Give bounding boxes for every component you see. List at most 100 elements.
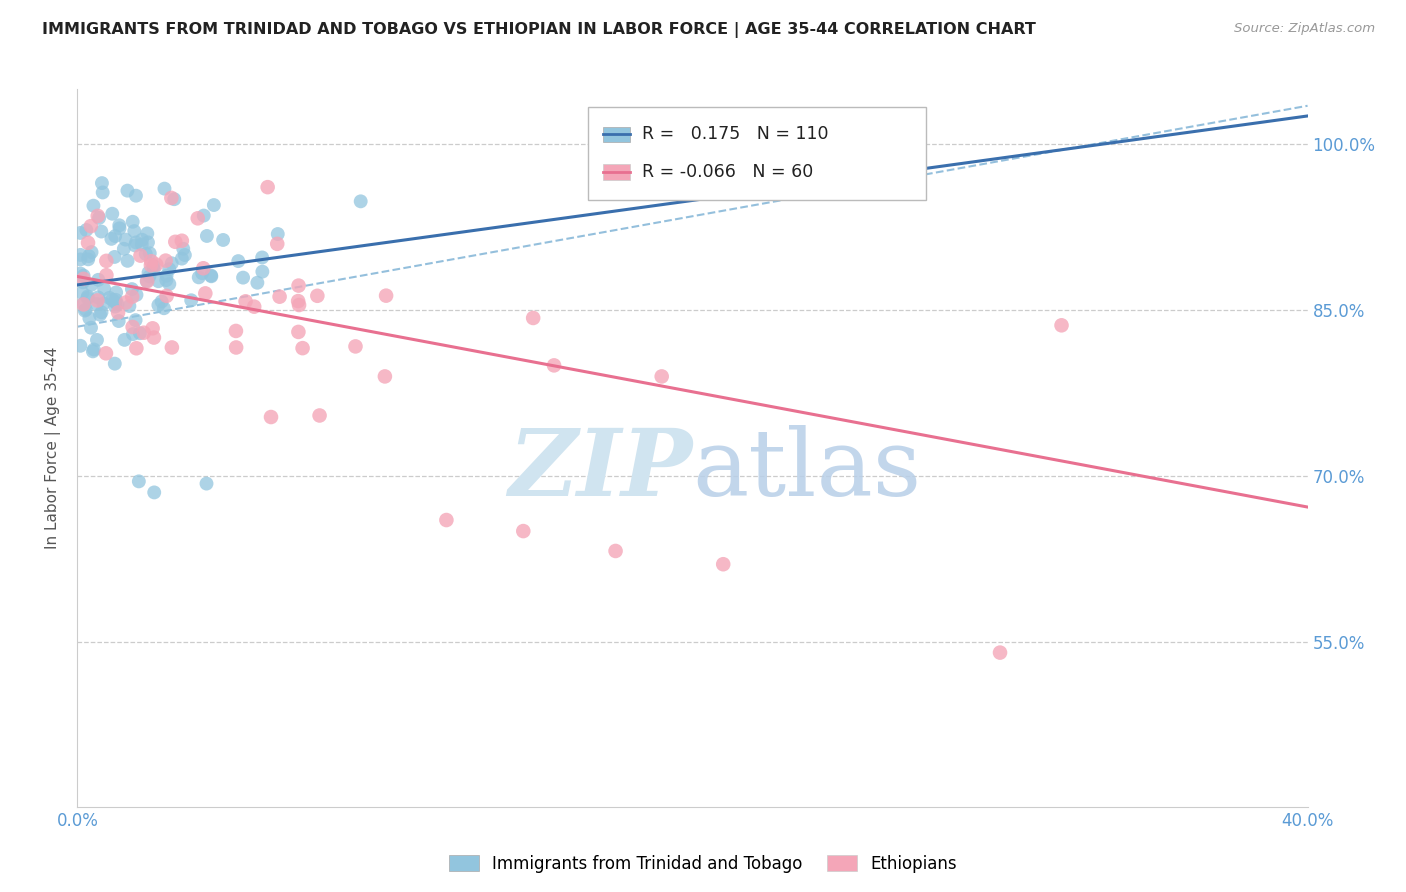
Point	[94, 346, 117, 360]
Point	[115, 295, 138, 310]
Point	[170, 252, 193, 266]
Point	[72, 285, 94, 300]
Point	[287, 294, 309, 309]
Point	[96, 253, 118, 268]
Point	[153, 301, 176, 316]
Point	[72, 296, 94, 310]
Point	[145, 258, 167, 272]
Point	[287, 325, 309, 339]
Point	[131, 237, 153, 252]
Point	[187, 211, 209, 226]
Point	[195, 229, 218, 244]
Point	[266, 236, 288, 251]
Point	[105, 285, 128, 300]
Text: IMMIGRANTS FROM TRINIDAD AND TOBAGO VS ETHIOPIAN IN LABOR FORCE | AGE 35-44 CORR: IMMIGRANTS FROM TRINIDAD AND TOBAGO VS E…	[42, 22, 1036, 38]
Point	[86, 293, 108, 308]
Point	[142, 259, 165, 273]
Point	[375, 288, 398, 302]
Point	[288, 298, 311, 312]
Point	[200, 269, 222, 284]
Point	[675, 137, 697, 152]
Point	[165, 235, 187, 249]
Point	[170, 234, 193, 248]
Point	[124, 238, 146, 252]
Point	[118, 299, 141, 313]
Point	[114, 333, 136, 347]
Point	[96, 268, 118, 283]
Point	[344, 339, 367, 353]
Point	[256, 180, 278, 194]
Point	[226, 254, 249, 268]
Point	[374, 369, 396, 384]
Point	[69, 267, 91, 281]
Point	[87, 209, 110, 223]
Point	[104, 295, 127, 310]
Point	[129, 249, 152, 263]
Point	[114, 233, 136, 247]
Point	[153, 181, 176, 195]
Point	[232, 270, 254, 285]
Point	[117, 253, 139, 268]
Point	[988, 646, 1011, 660]
Point	[69, 339, 91, 353]
Point	[142, 321, 165, 335]
Point	[243, 300, 266, 314]
Point	[436, 513, 458, 527]
Point	[72, 297, 94, 311]
Point	[76, 289, 98, 303]
Point	[121, 320, 143, 334]
Point	[191, 266, 214, 280]
Point	[117, 184, 139, 198]
Point	[260, 410, 283, 425]
Point	[98, 291, 121, 305]
Point	[141, 254, 163, 268]
Point	[107, 297, 129, 311]
Point	[250, 251, 273, 265]
Point	[91, 186, 114, 200]
Point	[291, 341, 314, 355]
Point	[136, 227, 159, 241]
Legend: Immigrants from Trinidad and Tobago, Ethiopians: Immigrants from Trinidad and Tobago, Eth…	[441, 848, 965, 880]
Point	[93, 282, 115, 296]
Point	[76, 291, 98, 305]
Point	[101, 293, 124, 307]
Point	[195, 476, 218, 491]
Point	[125, 188, 148, 202]
Point	[103, 250, 125, 264]
Point	[135, 274, 157, 288]
Point	[69, 252, 91, 267]
Point	[128, 475, 150, 489]
Point	[287, 278, 309, 293]
Point	[142, 262, 165, 277]
Point	[252, 265, 274, 279]
Point	[86, 297, 108, 311]
Point	[160, 341, 183, 355]
Point	[72, 272, 94, 286]
Point	[86, 333, 108, 347]
Point	[121, 282, 143, 296]
Point	[108, 219, 131, 233]
Point	[711, 558, 734, 572]
Point	[148, 274, 170, 288]
Text: atlas: atlas	[693, 425, 922, 515]
Point	[194, 286, 217, 301]
Point	[157, 262, 180, 277]
Point	[112, 242, 135, 256]
Point	[80, 219, 103, 233]
Point	[107, 305, 129, 319]
Point	[125, 341, 148, 355]
Point	[269, 290, 291, 304]
FancyBboxPatch shape	[603, 164, 630, 179]
Point	[122, 327, 145, 342]
Point	[93, 296, 115, 310]
Text: ZIP: ZIP	[508, 425, 693, 515]
Point	[104, 229, 127, 244]
Point	[193, 261, 215, 276]
Point	[90, 176, 114, 190]
Point	[72, 275, 94, 289]
Point	[108, 221, 131, 235]
Point	[104, 300, 127, 314]
Point	[69, 248, 91, 262]
Point	[138, 266, 160, 280]
Point	[512, 524, 534, 538]
